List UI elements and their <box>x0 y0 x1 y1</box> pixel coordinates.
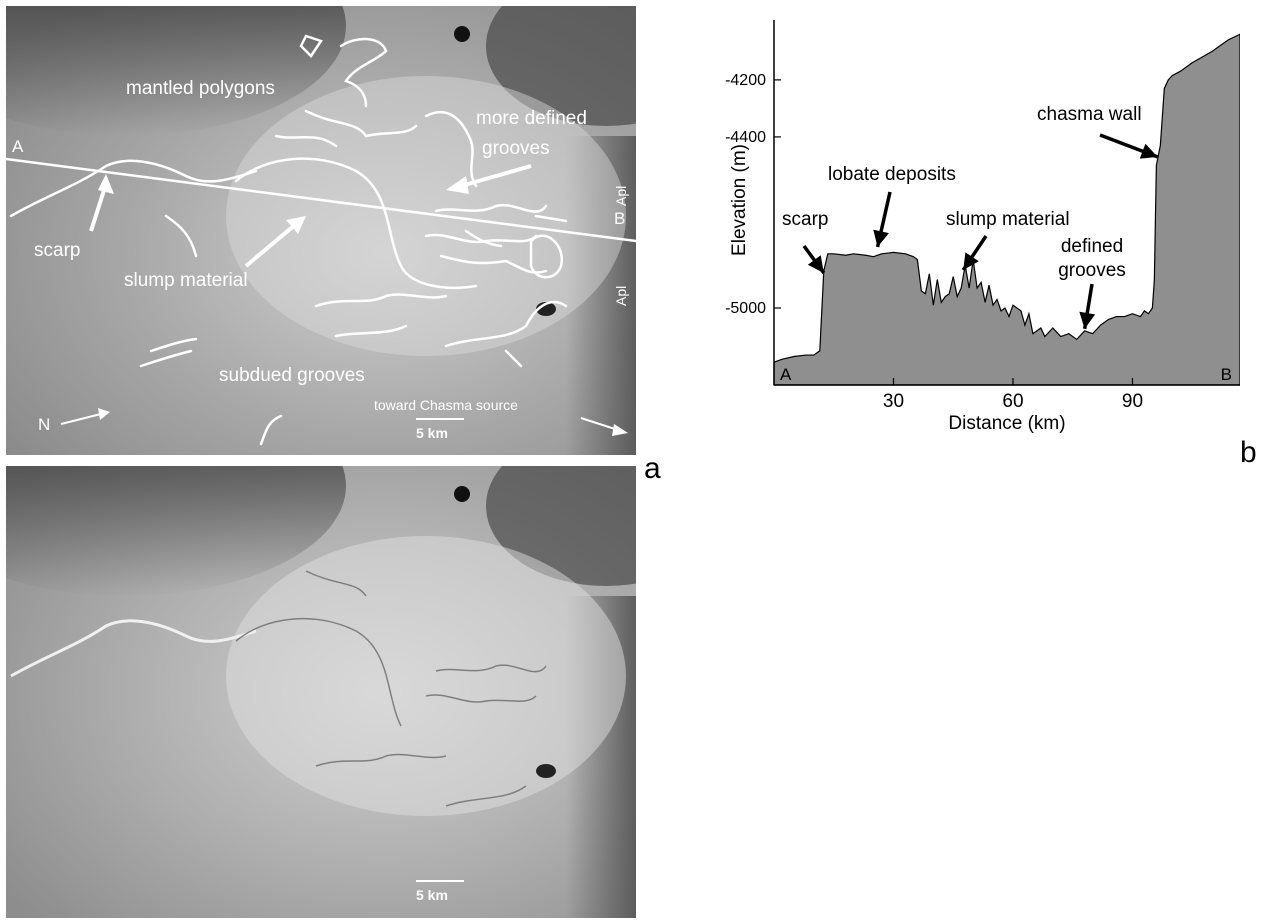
annotation-arrows <box>60 164 628 436</box>
polygon-trace-1 <box>299 34 323 58</box>
label-point-a: A <box>12 137 24 156</box>
groove-trace-13 <box>139 349 193 368</box>
groove-trace-15 <box>464 229 503 248</box>
light-region-center <box>226 536 626 816</box>
groove-trace-11 <box>164 214 198 258</box>
label-grooves: grooves <box>482 138 550 159</box>
label-mantled-polygons: mantled polygons <box>126 78 275 99</box>
chasma-edge-right <box>566 136 636 455</box>
label-north: N <box>38 415 50 434</box>
endpoint-a-label: A <box>780 365 792 384</box>
groove-trace-4 <box>434 203 548 213</box>
groove-trace-9 <box>444 300 568 348</box>
groove-trace-8 <box>334 324 408 338</box>
groove-trace-10 <box>504 349 523 368</box>
groove-trace-14 <box>259 414 283 446</box>
slump-arrow-head <box>963 252 979 271</box>
label-scale: 5 km <box>416 425 448 441</box>
label-point-b: B <box>614 209 625 228</box>
groove-trace-2 <box>274 134 338 148</box>
label-scale: 5 km <box>416 887 448 903</box>
label-toward-chasma: toward Chasma source <box>374 397 518 413</box>
scarp-arrow-head <box>807 255 824 273</box>
groove-trace-12 <box>149 337 198 353</box>
unannotated-orbital-image: 5 km <box>6 466 636 918</box>
y-tick-label: -5000 <box>725 300 766 317</box>
chasma-wall-arrow-head <box>1139 143 1158 159</box>
label-apl-lower: Apl <box>613 286 629 306</box>
dark-region-top-right <box>486 6 636 126</box>
x-tick-label: 30 <box>883 391 904 412</box>
light-region-center <box>226 76 626 356</box>
profile-area <box>773 33 1240 386</box>
groove-polygon <box>529 234 564 279</box>
crater-top <box>454 26 470 42</box>
annotation-chasma-wall: chasma wall <box>1037 104 1142 125</box>
label-slump-material: slump material <box>124 270 248 291</box>
dark-region-top-left <box>6 466 346 596</box>
annotated-orbital-image: mantled polygons more defined grooves A … <box>6 6 636 455</box>
label-subdued-grooves: subdued grooves <box>219 365 365 386</box>
y-tick-label: -4200 <box>725 72 766 89</box>
north-arrow <box>60 413 102 425</box>
chasma-direction-arrow <box>580 417 619 431</box>
unannotated-image-svg: 5 km <box>6 466 636 918</box>
annotated-image-svg: mantled polygons more defined grooves A … <box>6 6 636 455</box>
polygon-trace-2 <box>339 37 388 108</box>
y-axis-label: Elevation (m) <box>729 144 750 256</box>
scarp-feature <box>10 619 257 678</box>
annotation-lobate-deposits: lobate deposits <box>828 164 956 185</box>
scarp-arrow <box>89 183 108 232</box>
label-apl-upper: Apl <box>613 186 629 206</box>
chart-annotations: chasma wall lobate deposits scarp slump mat… <box>780 104 1232 384</box>
elevation-profile-chart: -4200 -4400 -5000 30 60 90 Elevation (m) Dist… <box>725 20 1240 434</box>
annotation-defined: defined <box>1061 236 1123 257</box>
dark-region-top-left <box>6 6 346 136</box>
figure-letter-a: a <box>644 452 661 485</box>
scarp-trace <box>9 159 258 218</box>
endpoint-b-label: B <box>1221 365 1232 384</box>
x-axis-label: Distance (km) <box>948 413 1065 434</box>
groove-trace-16 <box>534 214 568 223</box>
chasma-direction-arrowhead <box>612 424 628 436</box>
groove-features <box>235 570 547 807</box>
x-tick-label: 90 <box>1122 391 1143 412</box>
annotation-lines <box>6 34 636 446</box>
annotation-grooves: grooves <box>1058 260 1126 281</box>
annotation-scarp: scarp <box>782 209 828 230</box>
slump-arrowhead <box>286 216 306 234</box>
annotation-slump-material: slump material <box>946 209 1070 230</box>
profile-line-a-b <box>6 157 636 243</box>
scarp-arrowhead <box>98 174 114 194</box>
y-tick-label: -4400 <box>725 129 766 146</box>
label-more-defined: more defined <box>476 108 587 129</box>
crater-top <box>454 486 470 502</box>
slump-boundary <box>234 157 478 290</box>
groove-trace-3 <box>424 110 478 188</box>
groove-trace-7 <box>314 293 448 308</box>
plot-area: -4200 -4400 -5000 30 60 90 <box>725 20 1240 412</box>
grooves-arrowhead <box>446 176 469 194</box>
lobate-arrow-head <box>873 229 889 247</box>
groove-trace-1 <box>304 109 418 138</box>
x-tick-label: 60 <box>1002 391 1023 412</box>
grooves-arrow <box>460 164 532 188</box>
north-arrowhead <box>98 408 110 420</box>
label-scarp: scarp <box>34 240 80 261</box>
figure-letter-b: b <box>1240 436 1257 469</box>
grooves-arrow-head <box>1079 311 1096 329</box>
crater-right <box>536 764 556 778</box>
slump-arrow <box>244 222 298 268</box>
